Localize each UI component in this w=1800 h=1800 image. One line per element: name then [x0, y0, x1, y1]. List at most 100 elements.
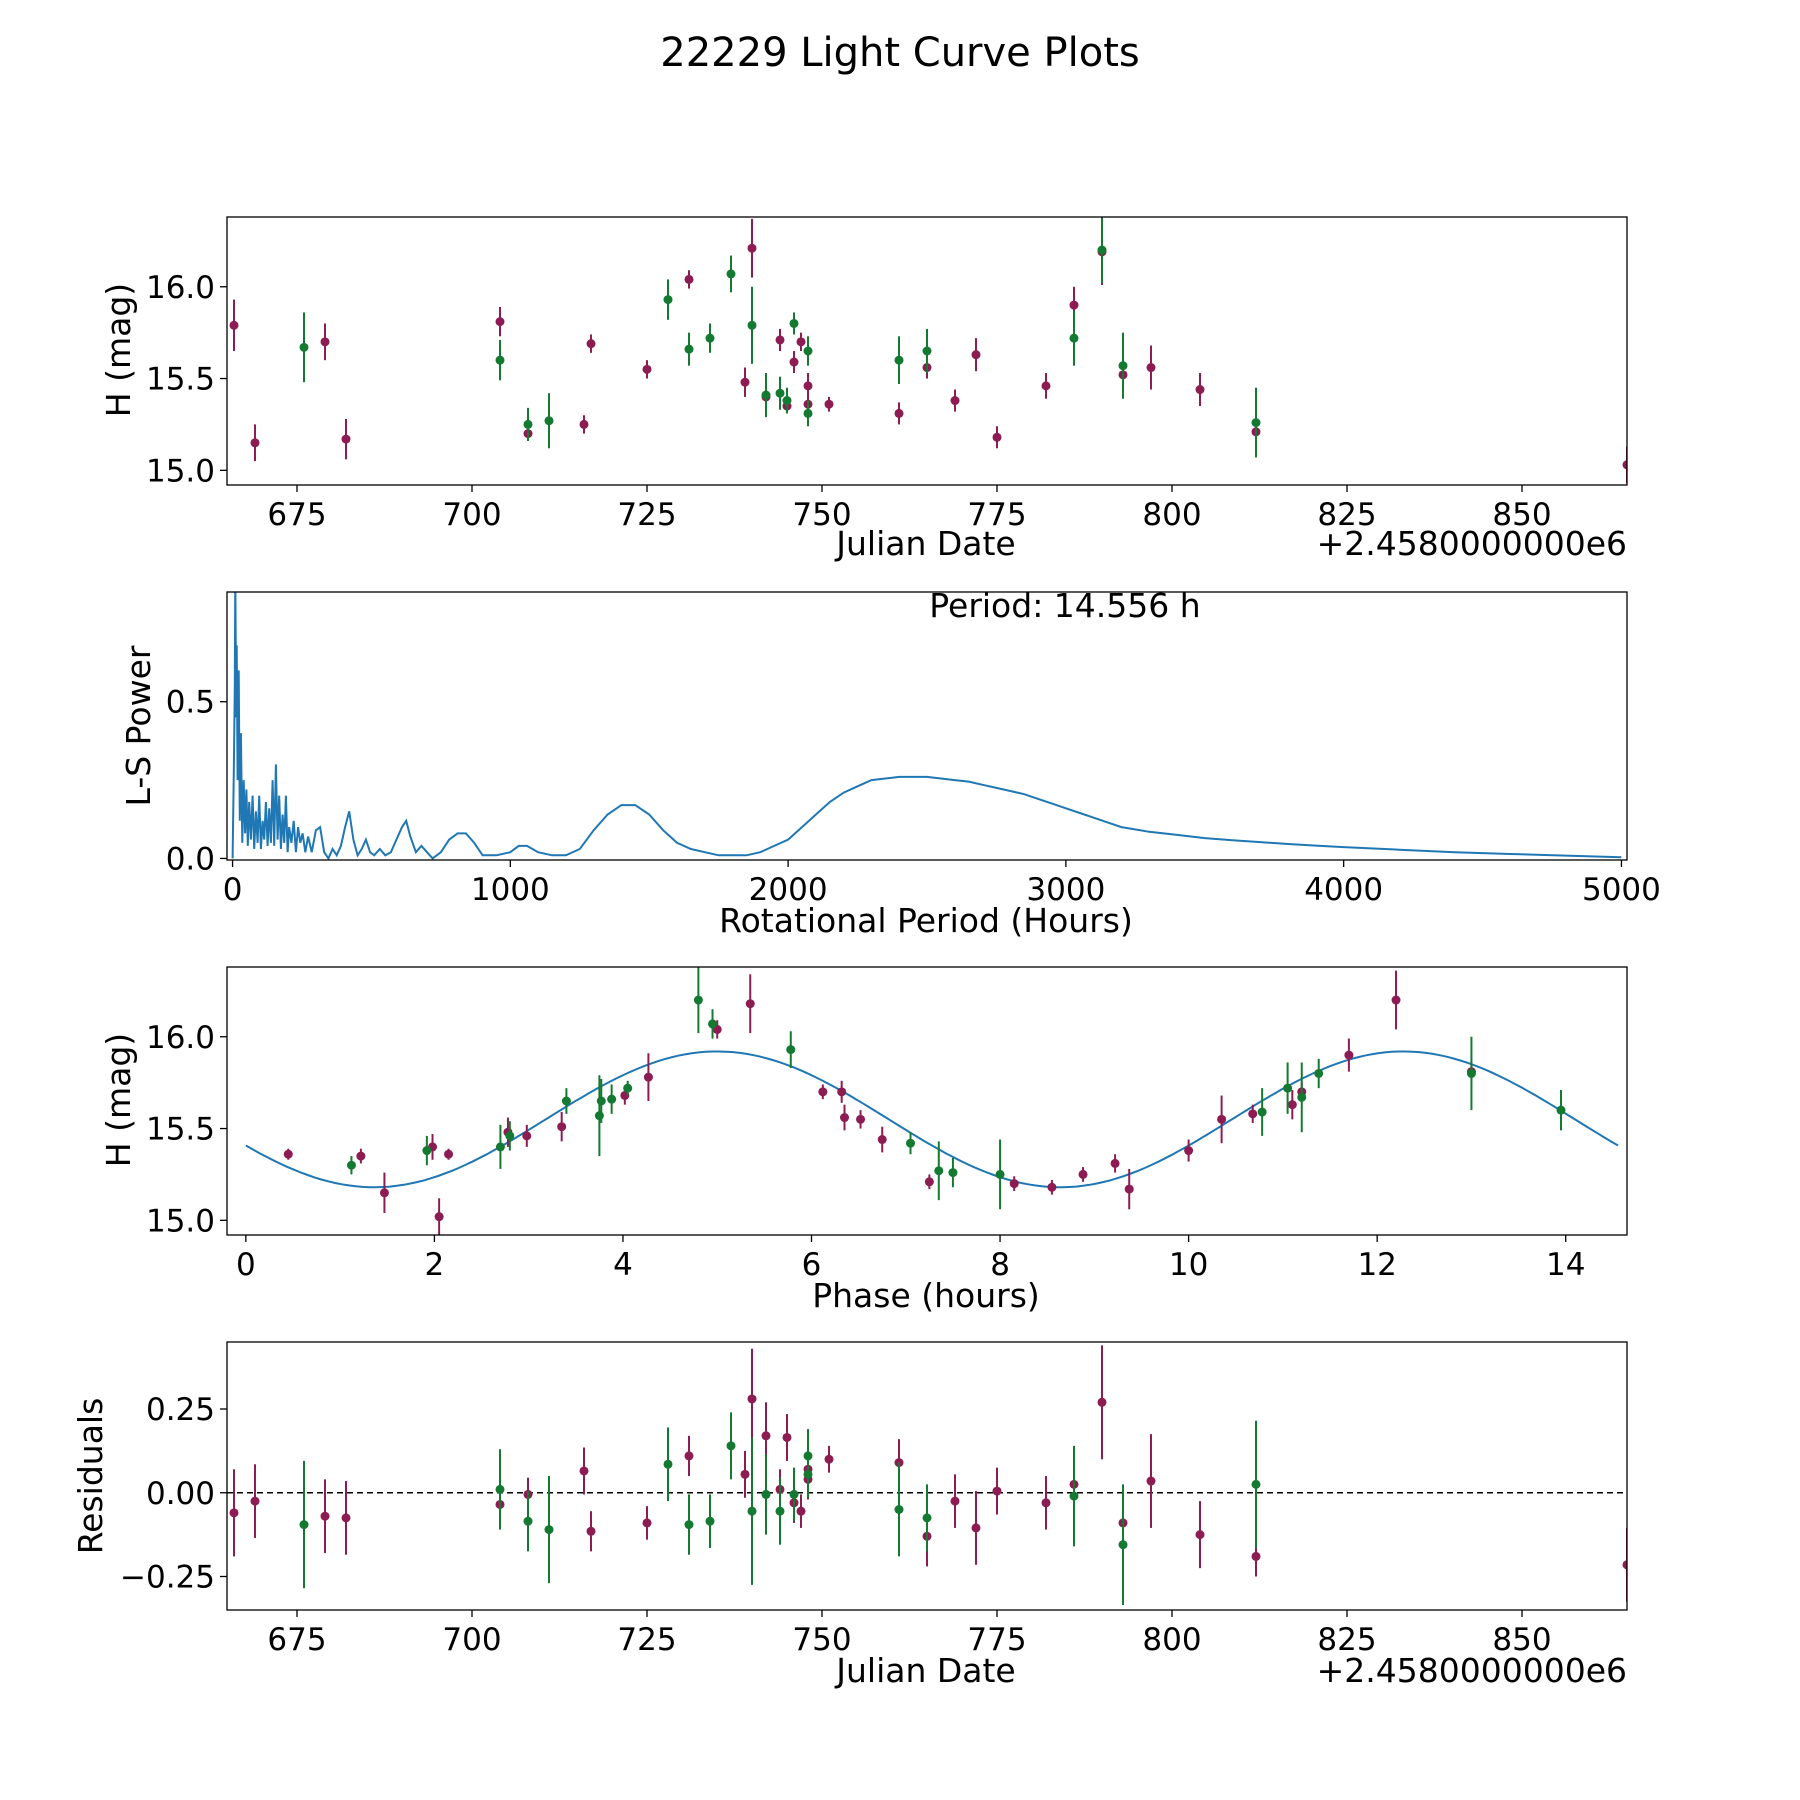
- lightcurve-plot-area: [229, 217, 1627, 484]
- lightcurve-point-green: [663, 295, 673, 305]
- residuals-xtick-label: 825: [1317, 1622, 1376, 1658]
- phased-plot-area: [245, 967, 1619, 1235]
- residuals-point-green: [663, 1459, 673, 1469]
- lightcurve-point-green: [782, 396, 792, 406]
- residuals-point-magenta: [320, 1511, 330, 1521]
- phased-point-magenta: [745, 999, 755, 1009]
- phased-point-green: [596, 1096, 606, 1106]
- lightcurve-point-magenta: [495, 317, 505, 327]
- lightcurve-point-magenta: [1146, 363, 1156, 373]
- lightcurve-point-magenta: [740, 377, 750, 387]
- residuals-axes-frame: [226, 1341, 1628, 1611]
- phased-point-magenta: [837, 1087, 847, 1097]
- phased-point-green: [786, 1045, 796, 1055]
- phased-point-green: [948, 1168, 958, 1178]
- residuals-point-green: [726, 1441, 736, 1451]
- periodogram-ytick-label: 0.5: [166, 685, 215, 721]
- lightcurve-ytick-label: 15.5: [146, 362, 215, 398]
- phased-point-green: [1556, 1105, 1566, 1115]
- residuals-xtick-label: 850: [1492, 1622, 1551, 1658]
- phased-fit-curve: [245, 1050, 1619, 1189]
- lightcurve-point-magenta: [320, 337, 330, 347]
- phased-point-magenta: [557, 1122, 567, 1132]
- phased-point-magenta: [643, 1072, 653, 1082]
- residuals-point-green: [684, 1520, 694, 1530]
- phased-point-magenta: [283, 1149, 293, 1159]
- lightcurve-point-green: [299, 342, 309, 352]
- lightcurve-point-green: [705, 333, 715, 343]
- lightcurve-point-green: [1097, 245, 1107, 255]
- phased-point-green: [346, 1160, 356, 1170]
- lightcurve-point-magenta: [642, 364, 652, 374]
- residuals-point-green: [1251, 1479, 1261, 1489]
- figure-title: 22229 Light Curve Plots: [660, 30, 1139, 76]
- lightcurve-axes-frame: [226, 216, 1628, 486]
- residuals-point-green: [789, 1489, 799, 1499]
- residuals-xtick-label: 775: [967, 1622, 1026, 1658]
- phased-point-green: [495, 1142, 505, 1152]
- phased-axes-frame: [226, 966, 1628, 1236]
- periodogram-xtick-label: 4000: [1304, 872, 1383, 908]
- lightcurve-ytick-label: 15.0: [146, 453, 215, 489]
- lightcurve-xtick-label: 850: [1492, 497, 1551, 533]
- residuals-point-magenta: [1097, 1397, 1107, 1407]
- residuals-ytick-label: 0.00: [146, 1476, 215, 1512]
- lightcurve-point-magenta: [992, 432, 1002, 442]
- phased-point-magenta: [434, 1212, 444, 1222]
- lightcurve-point-magenta: [747, 243, 757, 253]
- residuals-point-magenta: [796, 1506, 806, 1516]
- lightcurve-xtick-label: 750: [792, 497, 851, 533]
- residuals-panel: Julian Date Residuals +2.4580000000e6 67…: [71, 1341, 1628, 1690]
- periodogram-xtick-label: 1000: [471, 872, 550, 908]
- phased-point-green: [693, 995, 703, 1005]
- phased-xtick-label: 0: [236, 1247, 256, 1283]
- residuals-point-green: [775, 1506, 785, 1516]
- phased-xtick-label: 12: [1357, 1247, 1396, 1283]
- residuals-xtick-label: 725: [617, 1622, 676, 1658]
- lightcurve-point-magenta: [971, 350, 981, 360]
- lightcurve-point-magenta: [796, 337, 806, 347]
- residuals-point-magenta: [1195, 1530, 1205, 1540]
- residuals-point-magenta: [782, 1432, 792, 1442]
- residuals-xlabel: Julian Date: [834, 1651, 1016, 1690]
- phased-point-magenta: [1009, 1179, 1019, 1189]
- lightcurve-xtick-label: 675: [267, 497, 326, 533]
- lightcurve-point-green: [544, 416, 554, 426]
- lightcurve-point-magenta: [894, 408, 904, 418]
- residuals-point-green: [803, 1469, 813, 1479]
- phased-point-green: [1257, 1107, 1267, 1117]
- residuals-plot-area: [227, 1345, 1627, 1605]
- lightcurve-point-magenta: [229, 320, 239, 330]
- lightcurve-xtick-label: 775: [967, 497, 1026, 533]
- periodogram-marks: [231, 592, 1622, 860]
- periodogram-ytick-label: 0.0: [166, 841, 215, 877]
- lightcurve-xtick-label: 800: [1142, 497, 1201, 533]
- residuals-point-green: [299, 1520, 309, 1530]
- phased-point-green: [906, 1138, 916, 1148]
- lightcurve-point-green: [726, 269, 736, 279]
- lightcurve-point-green: [775, 388, 785, 398]
- lightcurve-xlabel: Julian Date: [834, 524, 1016, 563]
- phased-xlabel: Phase (hours): [812, 1276, 1040, 1315]
- lightcurve-point-magenta: [586, 339, 596, 349]
- phased-point-magenta: [840, 1113, 850, 1123]
- lightcurve-point-magenta: [950, 396, 960, 406]
- phased-point-magenta: [1110, 1158, 1120, 1168]
- phased-point-magenta: [1248, 1109, 1258, 1119]
- residuals-point-magenta: [586, 1526, 596, 1536]
- residuals-point-magenta: [579, 1466, 589, 1476]
- phased-point-green: [607, 1094, 617, 1104]
- residuals-point-magenta: [747, 1394, 757, 1404]
- lightcurve-point-green: [1251, 418, 1261, 428]
- phased-point-magenta: [1391, 995, 1401, 1005]
- phased-xtick-label: 4: [613, 1247, 633, 1283]
- phased-xtick-label: 14: [1546, 1247, 1585, 1283]
- lightcurve-offset-text: +2.4580000000e6: [1317, 524, 1627, 563]
- phased-point-green: [934, 1166, 944, 1176]
- phased-point-magenta: [1287, 1100, 1297, 1110]
- lightcurve-panel: Julian Date H (mag) +2.4580000000e6 675 7…: [99, 216, 1628, 563]
- residuals-point-green: [495, 1484, 505, 1494]
- phased-point-magenta: [1047, 1182, 1057, 1192]
- phased-point-magenta: [877, 1135, 887, 1145]
